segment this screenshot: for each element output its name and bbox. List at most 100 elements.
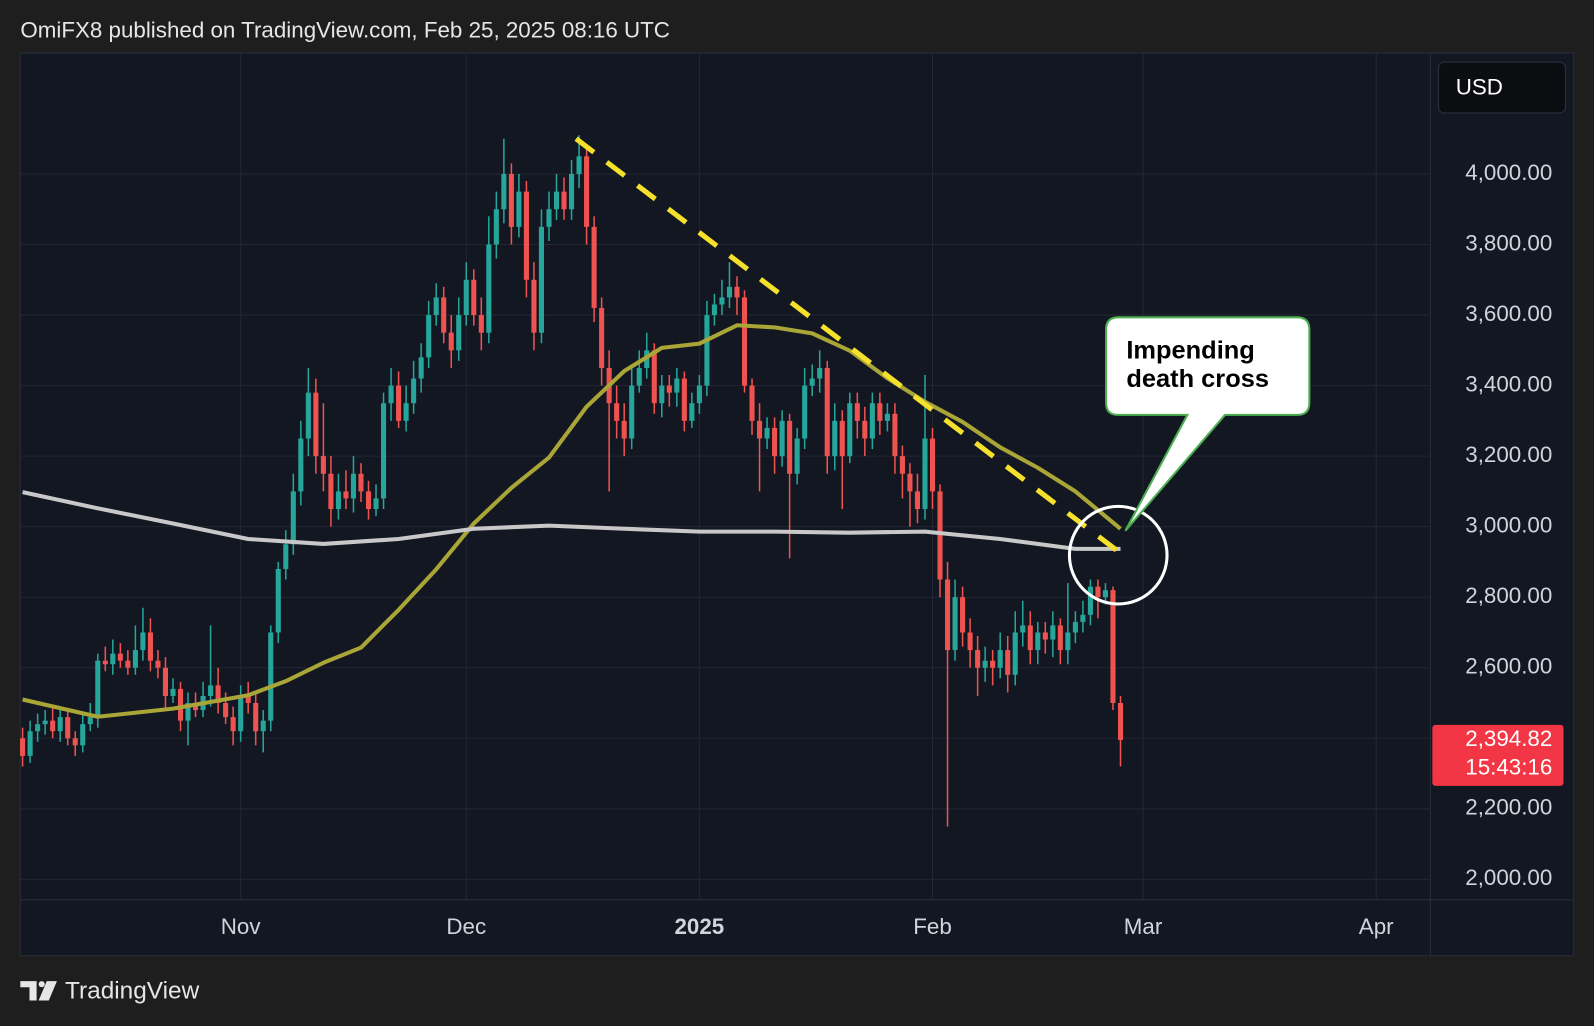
candle-body (666, 385, 672, 393)
candle-body (764, 427, 770, 439)
candle-body (486, 244, 492, 333)
candle-body (907, 473, 913, 492)
y-tick-label: 3,600.00 (1465, 301, 1552, 326)
candle-body (1012, 632, 1018, 675)
candle-body (1035, 632, 1041, 651)
candle-body (320, 456, 326, 474)
candle-body (87, 717, 93, 725)
candle-body (922, 438, 928, 510)
x-tick-label: Mar (1124, 914, 1163, 939)
candle-body (102, 660, 108, 665)
candle-body (546, 209, 552, 227)
y-tick-label: 2,200.00 (1465, 795, 1552, 820)
candle-body (358, 473, 364, 492)
candle-body (929, 438, 936, 492)
candle-body (493, 209, 499, 245)
candle-body (862, 420, 868, 439)
candle-body (95, 660, 101, 718)
candle-body (140, 632, 146, 651)
candle-body (1102, 590, 1109, 598)
countdown-label: 15:43:16 (1465, 754, 1552, 779)
plot-area (20, 135, 1127, 827)
candle-body (230, 717, 236, 732)
candle-body (65, 717, 71, 739)
y-tick-label: 3,400.00 (1465, 371, 1552, 396)
watermark: TradingView (65, 978, 200, 1005)
candle-body (975, 650, 981, 668)
candle-body (1095, 586, 1101, 598)
candle-body (787, 420, 793, 474)
candle-body (734, 286, 740, 298)
candle-body (238, 695, 244, 732)
candle-body (1042, 632, 1048, 640)
candle-body (1050, 625, 1056, 640)
candle-body (305, 392, 311, 439)
candle-body (599, 307, 605, 368)
candle-body (869, 403, 875, 439)
candle-body (177, 688, 184, 721)
candle-body (418, 357, 424, 379)
logo-mark (38, 981, 45, 988)
candle-body (396, 385, 402, 421)
candle-body (426, 315, 432, 358)
candle-body (945, 579, 951, 651)
candle-body (681, 378, 687, 421)
candle-body (809, 378, 815, 386)
candle-body (1087, 586, 1093, 615)
candle-body (726, 286, 733, 298)
candle-body (538, 226, 545, 333)
candle-body (335, 491, 341, 510)
candle-body (824, 367, 830, 457)
candle-body (72, 738, 78, 746)
y-tick-label: 2,000.00 (1465, 865, 1552, 890)
candle-body (1057, 625, 1063, 651)
x-tick-label: Dec (446, 914, 486, 939)
candle-body (185, 703, 191, 721)
candle-body (275, 568, 281, 633)
candle-body (523, 191, 529, 280)
callout-text: death cross (1126, 365, 1269, 393)
candle-body (689, 403, 695, 421)
candle-body (937, 491, 943, 580)
candle-body (719, 297, 725, 305)
candle-body (516, 191, 522, 227)
candle-body (561, 191, 567, 210)
candle-body (982, 660, 988, 668)
candle-body (569, 173, 575, 210)
chart-panel (19, 52, 1575, 957)
axes: 2,000.002,200.002,400.002,600.002,800.00… (221, 160, 1564, 939)
last-price-label: 2,394.82 (1465, 726, 1552, 751)
candle-body (749, 385, 755, 421)
candle-body (629, 385, 635, 439)
candle-body (456, 315, 462, 351)
candle-body (1117, 703, 1124, 741)
candle-body (223, 703, 229, 718)
candle-body (155, 660, 161, 668)
candle-body (997, 650, 1003, 668)
candle-body (914, 491, 921, 510)
candle-body (952, 597, 958, 651)
candle-body (711, 304, 717, 316)
candle-body (614, 403, 620, 421)
candle-body (471, 279, 477, 316)
candle-body (478, 315, 484, 333)
candle-body (27, 731, 33, 756)
candle-body (343, 491, 349, 499)
candle-body (215, 685, 221, 704)
candle-body (591, 226, 597, 308)
candle-body (832, 420, 838, 457)
currency-button[interactable] (1437, 61, 1567, 114)
candle-body (1072, 621, 1078, 633)
x-tick-label: Feb (913, 914, 952, 939)
highlight-circle (1067, 504, 1169, 606)
candle-body (403, 403, 409, 421)
header: OmiFX8 published on TradingView.com, Feb… (20, 18, 670, 43)
x-tick-label: 2025 (675, 914, 725, 939)
candle-body (313, 392, 319, 457)
candle-body (283, 544, 289, 569)
moving-average (22, 490, 1121, 551)
currency-label[interactable]: USD (1456, 74, 1503, 99)
candle-body (253, 703, 259, 732)
last-price-box (1432, 724, 1564, 786)
